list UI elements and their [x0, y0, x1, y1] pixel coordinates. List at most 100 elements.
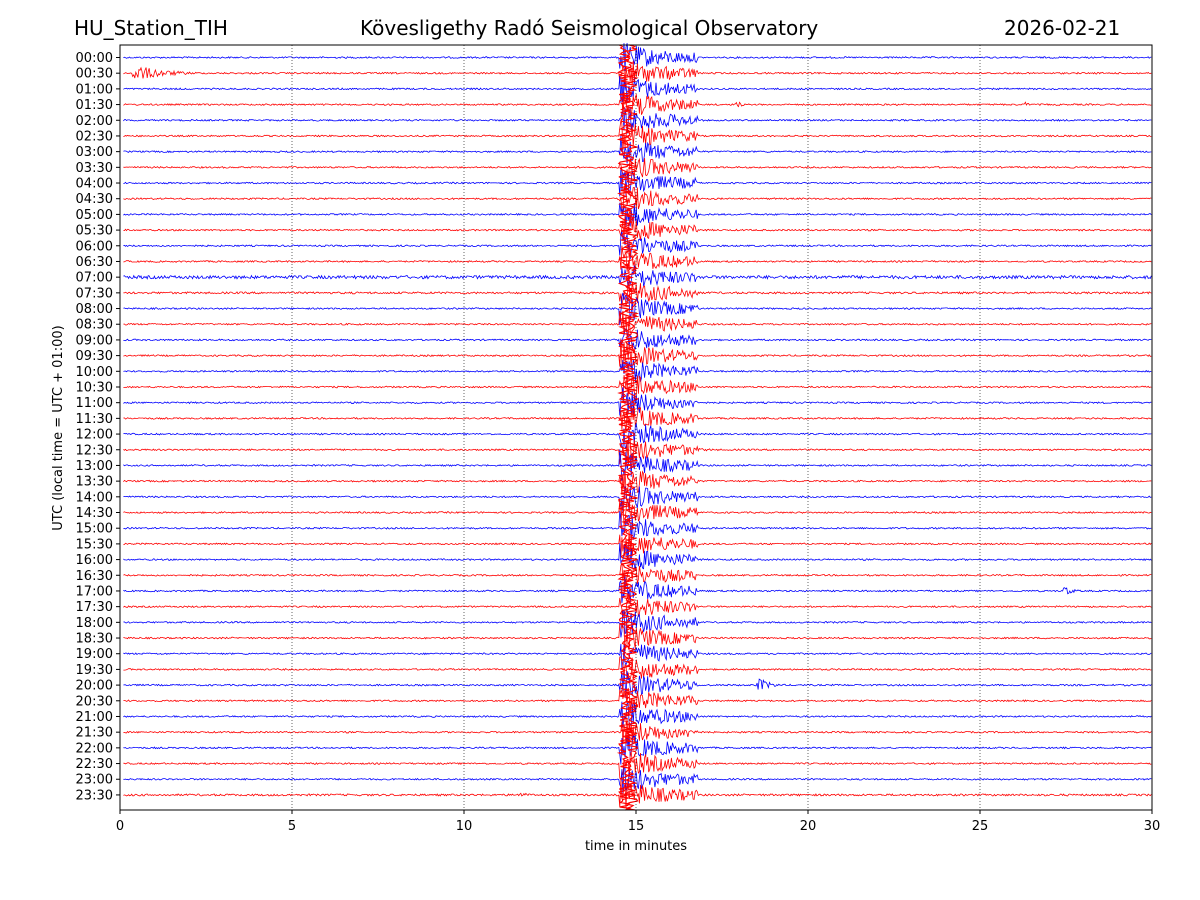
trace-0500: [123, 202, 1152, 227]
traces-layer: [123, 43, 1152, 811]
y-tick-label: 01:30: [76, 98, 113, 113]
x-tick-label: 0: [116, 819, 124, 834]
observatory-title: Kövesligethy Radó Seismological Observat…: [360, 16, 819, 40]
y-tick-label: 13:00: [76, 459, 113, 474]
station-title: HU_Station_TIH: [74, 16, 228, 40]
y-tick-label: 11:30: [76, 412, 113, 427]
mainshock-band-b: [623, 44, 640, 811]
y-tick-label: 04:00: [76, 177, 113, 192]
grid-layer: [291, 45, 981, 810]
trace-1130: [123, 406, 1152, 434]
trace-2030: [123, 687, 1152, 714]
trace-1800: [123, 609, 1152, 638]
trace-2230: [123, 751, 1152, 782]
y-tick-label: 00:00: [76, 51, 113, 66]
y-tick-label: 12:30: [76, 443, 113, 458]
y-tick-label: 01:00: [76, 82, 113, 97]
y-tick-label: 16:30: [76, 569, 113, 584]
trace-1430: [123, 499, 1152, 528]
y-tick-label: 19:30: [76, 663, 113, 678]
x-tick-label: 20: [800, 819, 817, 834]
y-tick-label: 05:00: [76, 208, 113, 223]
y-tick-label: 09:00: [76, 333, 113, 348]
trace-1330: [123, 469, 1152, 495]
y-tick-label: 11:00: [76, 396, 113, 411]
x-tick-label: 10: [456, 819, 473, 834]
x-tick-label: 5: [288, 819, 296, 834]
y-tick-label: 08:00: [76, 302, 113, 317]
trace-1200: [123, 422, 1152, 450]
y-tick-label: 06:30: [76, 255, 113, 270]
trace-1500: [123, 511, 1152, 541]
trace-1730: [123, 593, 1152, 620]
y-tick-label: 15:00: [76, 522, 113, 537]
y-tick-label: 17:00: [76, 584, 113, 599]
y-tick-label: 07:00: [76, 271, 113, 286]
y-tick-label: 12:00: [76, 428, 113, 443]
y-tick-label: 14:30: [76, 506, 113, 521]
y-tick-label: 21:00: [76, 710, 113, 725]
y-tick-label: 04:30: [76, 192, 113, 207]
trace-0530: [123, 215, 1152, 241]
x-tick-label: 30: [1144, 819, 1161, 834]
trace-0100: [123, 75, 1152, 103]
y-tick-label: 02:00: [76, 114, 113, 129]
y-tick-label: 05:30: [76, 224, 113, 239]
y-tick-label: 14:00: [76, 490, 113, 505]
y-tick-label: 10:30: [76, 380, 113, 395]
x-axis-title: time in minutes: [585, 839, 687, 854]
trace-1030: [123, 373, 1152, 402]
trace-0230: [123, 120, 1152, 151]
trace-0300: [123, 135, 1152, 164]
y-tick-label: 17:30: [76, 600, 113, 615]
trace-0800: [123, 292, 1152, 326]
y-tick-label: 06:00: [76, 239, 113, 254]
y-tick-label: 03:30: [76, 161, 113, 176]
y-tick-label: 21:30: [76, 726, 113, 741]
trace-0330: [123, 157, 1152, 182]
y-tick-label: 15:30: [76, 537, 113, 552]
y-tick-label: 16:00: [76, 553, 113, 568]
trace-0930: [123, 338, 1152, 371]
trace-0200: [123, 107, 1152, 134]
trace-1700: [123, 576, 1152, 605]
x-axis: 0 5 10 15 20 25 30: [116, 810, 1160, 834]
y-tick-label: 22:30: [76, 757, 113, 772]
y-tick-label: 13:30: [76, 475, 113, 490]
trace-1630: [123, 562, 1152, 591]
y-tick-label: 09:30: [76, 349, 113, 364]
y-axis: 00:0000:3001:0001:3002:0002:3003:0003:30…: [76, 51, 120, 803]
y-tick-label: 18:30: [76, 632, 113, 647]
trace-1100: [123, 387, 1152, 416]
trace-0900: [123, 328, 1152, 350]
trace-1530: [123, 530, 1152, 559]
mainshock-band-a: [616, 44, 633, 811]
y-tick-label: 02:30: [76, 129, 113, 144]
y-tick-label: 20:00: [76, 679, 113, 694]
y-tick-label: 19:00: [76, 647, 113, 662]
trace-2200: [123, 734, 1152, 765]
y-tick-label: 23:30: [76, 788, 113, 803]
y-axis-title: UTC (local time = UTC + 01:00): [51, 325, 66, 530]
trace-0130: [123, 91, 1152, 119]
y-tick-label: 00:30: [76, 67, 113, 82]
y-tick-label: 08:30: [76, 318, 113, 333]
x-tick-label: 25: [972, 819, 989, 834]
trace-1830: [123, 622, 1152, 652]
trace-1600: [123, 543, 1152, 571]
trace-0700: [123, 265, 1152, 289]
trace-0730: [123, 281, 1152, 307]
date-title: 2026-02-21: [1004, 16, 1121, 40]
x-tick-label: 15: [628, 819, 645, 834]
trace-2100: [123, 701, 1152, 728]
y-tick-label: 03:00: [76, 145, 113, 160]
y-tick-label: 10:00: [76, 365, 113, 380]
y-tick-label: 22:00: [76, 741, 113, 756]
trace-0630: [123, 245, 1152, 274]
trace-1930: [123, 656, 1152, 681]
trace-1230: [123, 439, 1152, 465]
y-tick-label: 07:30: [76, 286, 113, 301]
trace-1400: [123, 486, 1152, 513]
trace-1300: [123, 449, 1152, 481]
